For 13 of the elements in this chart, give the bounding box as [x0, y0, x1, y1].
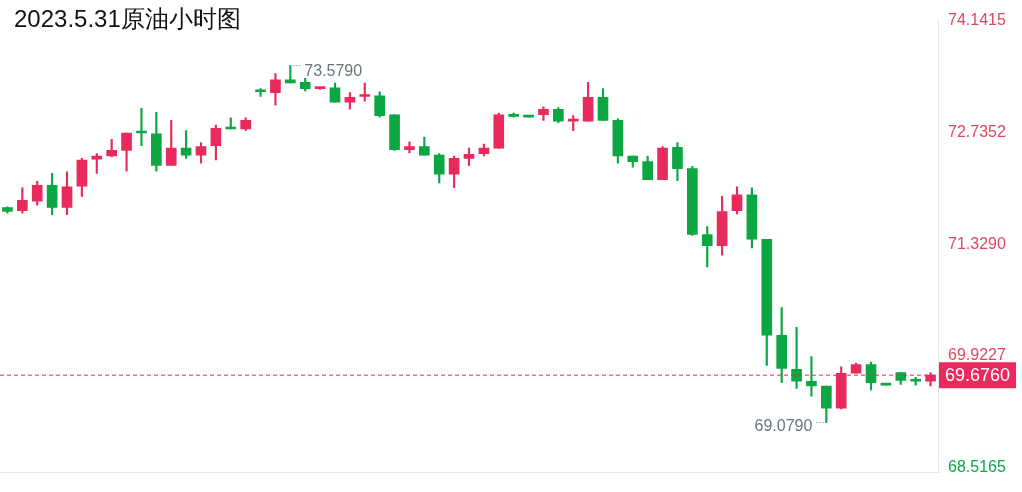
ref-line-label: 69.6760 — [945, 365, 1011, 386]
y-tick-label: 68.5165 — [948, 457, 1006, 475]
y-tick-label: 74.1415 — [948, 11, 1006, 29]
chart-title: 2023.5.31原油小时图 — [14, 4, 241, 32]
candlestick — [910, 376, 921, 386]
candlestick — [880, 382, 892, 386]
y-tick-label: 72.7352 — [948, 122, 1006, 140]
annotation: 69.0790 — [754, 416, 813, 434]
y-tick-label: 69.9227 — [948, 346, 1006, 364]
candlestick — [359, 82, 371, 102]
candlestick — [419, 136, 430, 156]
y-tick-label: 71.3290 — [948, 234, 1006, 252]
annotation: 73.5790 — [304, 62, 363, 80]
